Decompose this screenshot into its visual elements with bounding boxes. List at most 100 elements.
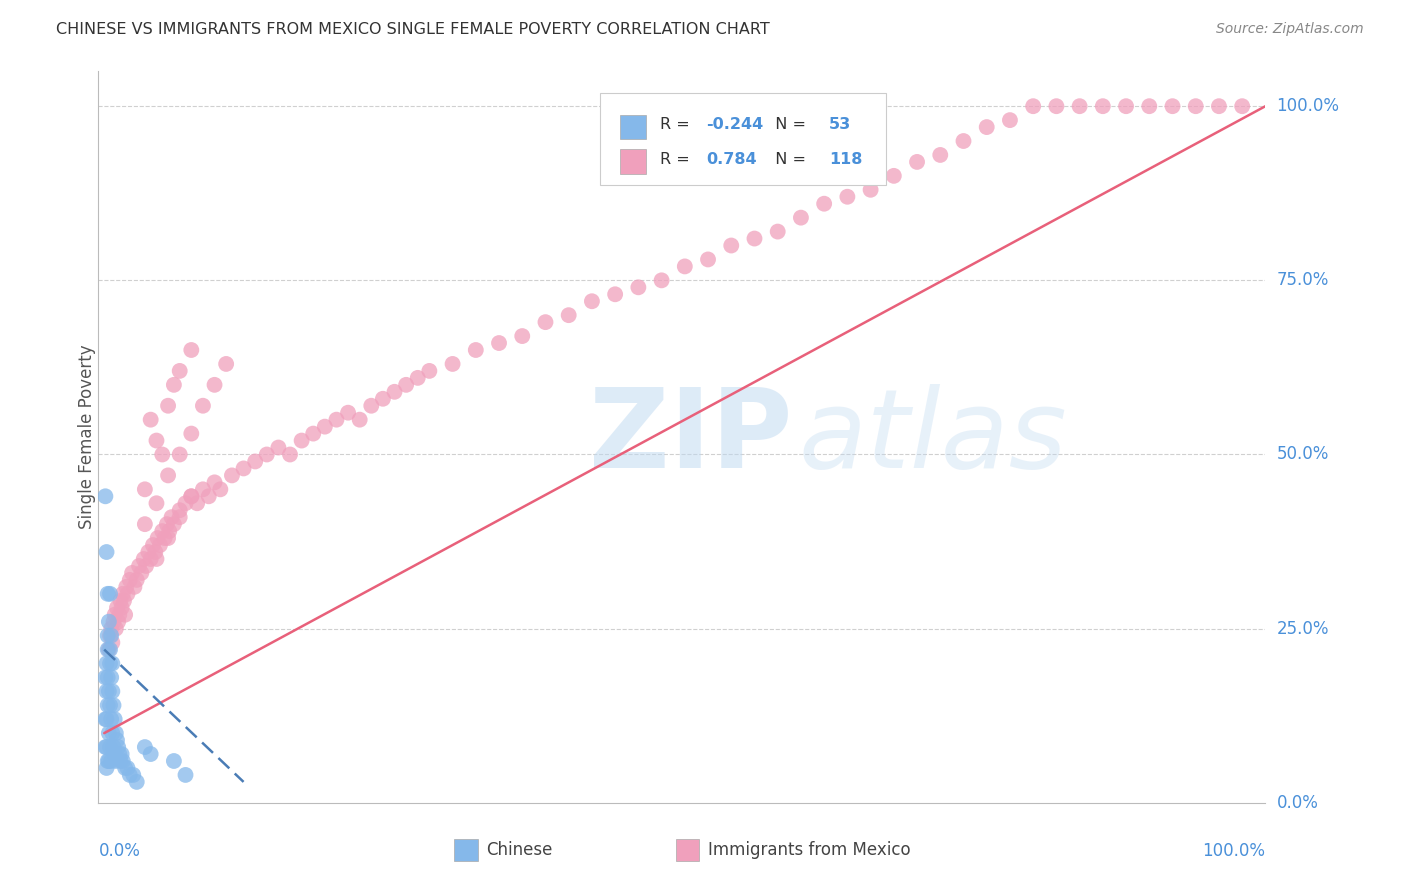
Point: [139, 747, 162, 761]
Point: [169, 364, 191, 378]
Point: [98, 629, 121, 643]
Point: [790, 211, 813, 225]
Point: [118, 573, 141, 587]
Point: [118, 768, 141, 782]
Point: [169, 448, 191, 462]
Point: [160, 510, 183, 524]
Point: [150, 448, 173, 462]
Point: [1069, 99, 1091, 113]
Point: [124, 580, 146, 594]
Point: [464, 343, 486, 357]
Text: N =: N =: [765, 152, 811, 167]
Point: [111, 600, 134, 615]
Text: 0.0%: 0.0%: [1277, 794, 1319, 812]
Text: 100.0%: 100.0%: [1202, 842, 1265, 860]
Text: 0.0%: 0.0%: [98, 842, 141, 860]
Point: [139, 412, 162, 426]
Point: [180, 426, 202, 441]
Point: [837, 190, 859, 204]
Point: [122, 768, 145, 782]
Point: [1208, 99, 1230, 113]
Point: [97, 587, 120, 601]
Point: [163, 754, 186, 768]
Point: [101, 684, 124, 698]
Point: [163, 517, 186, 532]
Point: [97, 615, 120, 629]
Point: [98, 657, 121, 671]
Point: [97, 670, 120, 684]
Text: Chinese: Chinese: [486, 841, 553, 859]
Text: R =: R =: [659, 117, 695, 132]
FancyBboxPatch shape: [620, 114, 645, 139]
Point: [97, 684, 120, 698]
Point: [104, 747, 127, 761]
Point: [103, 615, 125, 629]
Point: [395, 377, 418, 392]
Text: 118: 118: [830, 152, 862, 167]
Point: [108, 747, 131, 761]
Point: [103, 698, 125, 713]
Point: [100, 712, 122, 726]
Text: 100.0%: 100.0%: [1277, 97, 1340, 115]
Text: 75.0%: 75.0%: [1277, 271, 1329, 289]
Point: [243, 454, 266, 468]
Point: [117, 587, 139, 601]
Point: [952, 134, 974, 148]
Point: [145, 552, 167, 566]
Point: [96, 740, 118, 755]
Point: [96, 684, 118, 698]
FancyBboxPatch shape: [600, 94, 886, 185]
Point: [813, 196, 835, 211]
Point: [110, 754, 132, 768]
Point: [97, 642, 120, 657]
Point: [98, 698, 121, 713]
Point: [98, 740, 121, 755]
Point: [174, 768, 197, 782]
Point: [651, 273, 673, 287]
Point: [134, 483, 156, 497]
Point: [146, 531, 169, 545]
Point: [101, 657, 124, 671]
Point: [215, 357, 238, 371]
Point: [197, 489, 219, 503]
Text: 53: 53: [830, 117, 851, 132]
Point: [174, 496, 197, 510]
Point: [157, 531, 180, 545]
Text: Source: ZipAtlas.com: Source: ZipAtlas.com: [1216, 22, 1364, 37]
Point: [142, 538, 165, 552]
Point: [209, 483, 232, 497]
Text: Immigrants from Mexico: Immigrants from Mexico: [707, 841, 910, 859]
Point: [101, 726, 124, 740]
Text: CHINESE VS IMMIGRANTS FROM MEXICO SINGLE FEMALE POVERTY CORRELATION CHART: CHINESE VS IMMIGRANTS FROM MEXICO SINGLE…: [56, 22, 770, 37]
Point: [605, 287, 627, 301]
Point: [256, 448, 278, 462]
Text: atlas: atlas: [799, 384, 1067, 491]
Point: [150, 524, 173, 538]
Point: [534, 315, 557, 329]
Point: [112, 594, 135, 608]
Point: [744, 231, 766, 245]
Point: [302, 426, 325, 441]
Point: [314, 419, 336, 434]
Point: [883, 169, 905, 183]
Point: [104, 712, 127, 726]
Point: [1184, 99, 1206, 113]
Point: [96, 657, 118, 671]
Point: [232, 461, 254, 475]
Point: [135, 558, 157, 573]
Point: [96, 761, 118, 775]
Point: [94, 670, 117, 684]
Point: [100, 622, 122, 636]
Text: 50.0%: 50.0%: [1277, 445, 1329, 464]
Point: [441, 357, 464, 371]
Point: [96, 712, 118, 726]
Point: [114, 607, 136, 622]
Point: [153, 531, 176, 545]
Point: [191, 483, 214, 497]
Point: [145, 434, 167, 448]
Point: [111, 754, 134, 768]
FancyBboxPatch shape: [676, 839, 699, 862]
Text: ZIP: ZIP: [589, 384, 792, 491]
Point: [581, 294, 603, 309]
Point: [186, 496, 208, 510]
